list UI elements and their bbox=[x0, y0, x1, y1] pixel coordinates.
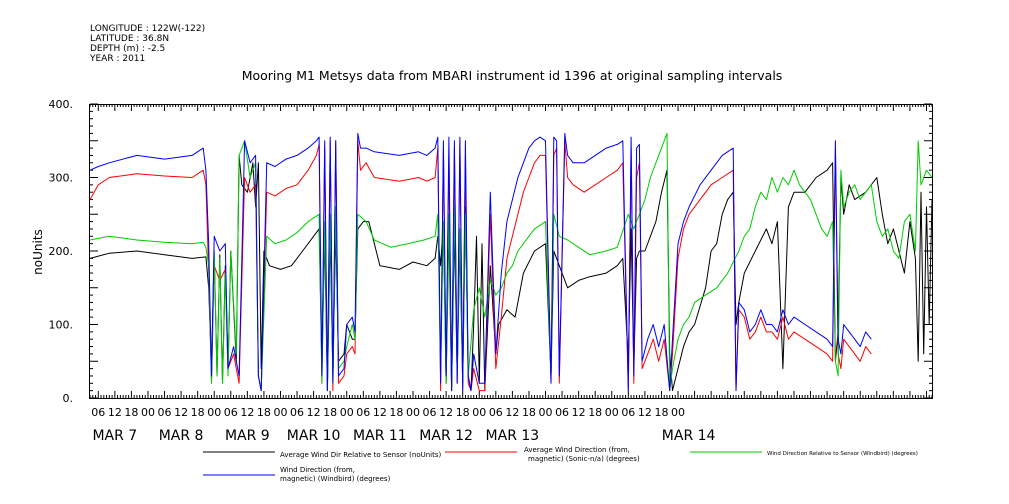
y-axis-ticks: 0. 100. 200. 300. 400. bbox=[49, 98, 932, 405]
x-hour-label: 06 bbox=[91, 406, 105, 419]
y-tick-label: 100. bbox=[49, 319, 74, 332]
plot-frame bbox=[89, 104, 933, 399]
x-hour-label: 00 bbox=[539, 406, 553, 419]
x-day-label: MAR 8 bbox=[159, 428, 204, 444]
x-hour-label: 18 bbox=[323, 406, 337, 419]
y-tick-label: 400. bbox=[49, 98, 74, 111]
x-hour-label: 18 bbox=[257, 406, 271, 419]
x-day-label: MAR 10 bbox=[287, 428, 341, 444]
x-day-label: MAR 9 bbox=[225, 428, 270, 444]
legend-label-red-line2: magnetic) (Sonic-n/a) (degrees) bbox=[528, 455, 640, 463]
x-hour-label: 12 bbox=[638, 406, 652, 419]
x-hour-label: 00 bbox=[472, 406, 486, 419]
x-hour-label: 06 bbox=[158, 406, 172, 419]
x-hour-label: 06 bbox=[356, 406, 370, 419]
x-hour-label: 12 bbox=[505, 406, 519, 419]
x-hour-label: 06 bbox=[423, 406, 437, 419]
header-year: YEAR : 2011 bbox=[89, 54, 145, 64]
x-hour-label: 06 bbox=[621, 406, 635, 419]
legend-label-green: Wind Direction Relative to Sensor (Windb… bbox=[767, 451, 918, 457]
x-hour-label: 00 bbox=[671, 406, 685, 419]
x-hour-label: 18 bbox=[124, 406, 138, 419]
x-hour-label: 18 bbox=[522, 406, 536, 419]
x-day-label: MAR 12 bbox=[419, 428, 473, 444]
header-longitude: LONGITUDE : 122W(-122) bbox=[90, 24, 205, 34]
x-day-label: MAR 14 bbox=[662, 428, 716, 444]
x-hour-label: 18 bbox=[389, 406, 403, 419]
x-hour-label: 06 bbox=[224, 406, 238, 419]
x-hour-label: 18 bbox=[588, 406, 602, 419]
x-hour-label: 00 bbox=[141, 406, 155, 419]
x-hour-label: 00 bbox=[340, 406, 354, 419]
y-tick-label: 0. bbox=[63, 392, 74, 405]
x-hour-label: 18 bbox=[654, 406, 668, 419]
x-day-label: MAR 11 bbox=[353, 428, 407, 444]
x-hour-label: 12 bbox=[439, 406, 453, 419]
y-tick-label: 200. bbox=[49, 245, 74, 258]
x-day-label: MAR 7 bbox=[92, 428, 137, 444]
x-hour-label: 00 bbox=[207, 406, 221, 419]
x-hour-label: 18 bbox=[456, 406, 470, 419]
header-latitude: LATITUDE : 36.8N bbox=[90, 34, 169, 44]
series-line-3 bbox=[90, 132, 872, 392]
series-lines bbox=[90, 132, 932, 392]
x-hour-label: 06 bbox=[489, 406, 503, 419]
y-tick-label: 300. bbox=[49, 172, 74, 185]
legend: Average Wind Dir Relative to Sensor (noU… bbox=[203, 446, 918, 483]
legend-label-blue-line1: Wind Direction (from, bbox=[280, 466, 355, 474]
x-hour-label: 12 bbox=[108, 406, 122, 419]
header-depth: DEPTH (m) : -2.5 bbox=[90, 44, 165, 54]
x-hour-label: 00 bbox=[273, 406, 287, 419]
y-axis-label: noUnits bbox=[31, 229, 45, 275]
x-hour-label: 06 bbox=[290, 406, 304, 419]
legend-label-black: Average Wind Dir Relative to Sensor (noU… bbox=[280, 451, 441, 459]
x-hour-label: 12 bbox=[373, 406, 387, 419]
x-hour-label: 12 bbox=[572, 406, 586, 419]
x-hour-label: 00 bbox=[605, 406, 619, 419]
x-hour-label: 06 bbox=[555, 406, 569, 419]
x-hour-label: 18 bbox=[191, 406, 205, 419]
x-hour-label: 12 bbox=[240, 406, 254, 419]
x-day-label: MAR 13 bbox=[486, 428, 540, 444]
chart-title: Mooring M1 Metsys data from MBARI instru… bbox=[242, 68, 783, 83]
series-line-2 bbox=[90, 132, 932, 392]
x-hour-label: 12 bbox=[307, 406, 321, 419]
legend-label-blue-line2: magnetic) (Windbird) (degrees) bbox=[280, 475, 391, 483]
legend-label-red-line1: Average Wind Direction (from, bbox=[524, 446, 630, 454]
x-hour-label: 12 bbox=[174, 406, 188, 419]
x-hour-label: 00 bbox=[406, 406, 420, 419]
x-axis-ticks: 06 12 18 00 06 12 18 00 06 12 18 00 06 12 18 00 06 12 18 00… bbox=[89, 104, 933, 444]
